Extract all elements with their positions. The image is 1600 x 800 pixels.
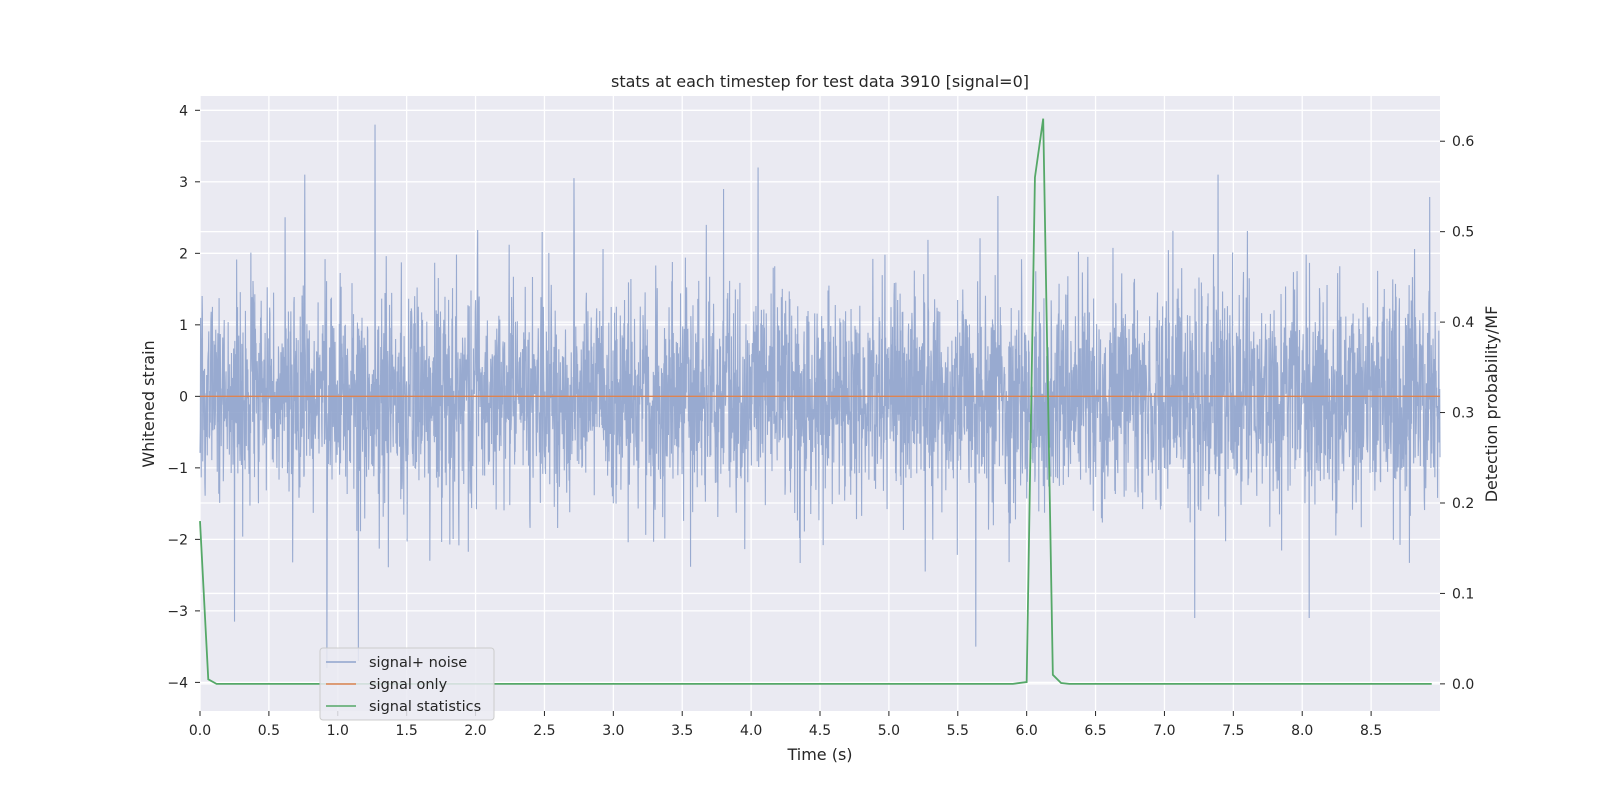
y-axis-label-left: Whitened strain [139,340,158,467]
y-tick-label-right: 0.2 [1452,496,1474,512]
y-tick-label-left: 4 [179,103,188,119]
legend-label-signal-statistics: signal statistics [369,699,481,715]
legend-box [319,647,495,721]
y-tick-label-right: 0.3 [1452,406,1474,422]
x-tick-label: 6.0 [1016,723,1038,739]
x-tick-label: 6.5 [1084,723,1106,739]
x-tick-label: 1.5 [396,723,418,739]
legend: signal+ noise signal only signal statist… [319,647,495,721]
y-tick-label-left: −3 [167,604,188,620]
x-tick-label: 5.5 [947,723,969,739]
x-tick-label: 0.5 [258,723,280,739]
series-signal-statistics-line [199,118,1432,685]
y-tick-label-left: −2 [167,532,188,548]
y-tick-label-right: 0.6 [1452,134,1474,150]
chart-title: stats at each timestep for test data 391… [611,72,1029,91]
x-tick-label: 3.5 [671,723,693,739]
y-tick-label-left: 2 [179,246,188,262]
x-tick-label: 2.0 [464,723,486,739]
ticks: 0.0 0.5 1.0 1.5 2.0 2.5 3.0 3.5 4.0 4.5 5.0 5.5 6.0 6… [167,103,1474,739]
y-axis-label-right: Detection probability/MF [1482,306,1501,503]
y-tick-label-right: 0.4 [1452,315,1474,331]
x-tick-label: 4.5 [809,723,831,739]
x-tick-label: 1.0 [327,723,349,739]
x-tick-label: 7.0 [1153,723,1175,739]
x-tick-label: 0.0 [189,723,211,739]
x-tick-label: 8.0 [1291,723,1313,739]
legend-label-signal-noise: signal+ noise [369,655,467,671]
y-tick-label-left: −4 [167,675,188,691]
series-signal-noise-line [199,124,1441,669]
y-tick-label-right: 0.5 [1452,225,1474,241]
x-tick-label: 5.0 [878,723,900,739]
y-tick-label-right: 0.1 [1452,586,1474,602]
legend-label-signal-only: signal only [369,677,448,693]
y-tick-label-left: 3 [179,175,188,191]
x-tick-label: 8.5 [1360,723,1382,739]
x-tick-label: 3.0 [602,723,624,739]
y-tick-label-right: 0.0 [1452,677,1474,693]
y-tick-label-left: 1 [179,318,188,334]
x-tick-label: 2.5 [533,723,555,739]
x-axis-label: Time (s) [786,745,852,764]
x-tick-label: 4.0 [740,723,762,739]
x-tick-label: 7.5 [1222,723,1244,739]
y-tick-label-left: −1 [167,461,188,477]
plot-lines [199,118,1441,685]
y-tick-label-left: 0 [179,389,188,405]
